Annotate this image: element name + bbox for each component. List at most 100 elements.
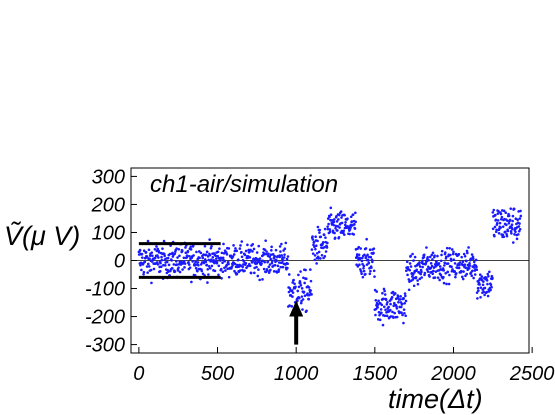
data-point: [483, 286, 487, 290]
data-point: [485, 290, 489, 294]
data-point: [317, 250, 321, 254]
data-point: [360, 259, 364, 263]
data-point: [184, 246, 187, 249]
data-point: [248, 256, 252, 259]
data-point: [400, 311, 403, 315]
data-point: [415, 268, 418, 272]
data-point: [307, 286, 311, 289]
data-point: [268, 255, 272, 259]
data-point: [328, 228, 332, 231]
data-point: [382, 287, 386, 291]
data-point: [313, 258, 317, 262]
data-point: [258, 257, 262, 260]
data-point: [338, 226, 341, 229]
data-point: [316, 239, 319, 243]
data-point: [501, 233, 505, 237]
data-point: [465, 249, 469, 253]
data-point: [183, 262, 187, 265]
data-point: [457, 252, 461, 256]
data-point: [458, 263, 461, 267]
x-axis-label: time(Δt): [388, 384, 483, 414]
y-tick-label: 100: [92, 222, 125, 244]
data-point: [145, 265, 149, 268]
data-point: [473, 273, 477, 276]
data-point: [170, 259, 173, 262]
data-point: [413, 255, 417, 259]
data-point: [343, 213, 346, 217]
data-point: [463, 263, 467, 267]
data-point: [495, 221, 499, 225]
data-point: [264, 252, 268, 256]
chart-annotation: ch1-air/simulation: [150, 171, 338, 198]
data-point: [290, 289, 294, 292]
data-point: [150, 251, 154, 254]
data-point: [255, 251, 259, 254]
data-point: [301, 308, 304, 311]
data-point: [468, 262, 471, 265]
data-point: [396, 295, 400, 299]
data-point: [511, 214, 515, 218]
data-point: [180, 249, 184, 253]
data-point: [387, 305, 390, 309]
data-point: [482, 290, 485, 294]
data-point: [380, 311, 383, 315]
data-point: [243, 253, 247, 257]
data-point: [442, 269, 446, 272]
data-point: [472, 257, 475, 261]
data-point: [300, 287, 304, 290]
data-point: [238, 269, 242, 272]
data-point: [486, 294, 490, 298]
data-point: [420, 276, 424, 279]
data-point: [468, 264, 472, 267]
data-point: [319, 257, 322, 260]
data-point: [460, 269, 463, 273]
data-point: [406, 273, 409, 277]
data-point: [353, 223, 356, 226]
data-point: [160, 258, 164, 262]
data-point: [470, 253, 474, 256]
data-point: [429, 262, 433, 265]
data-point: [334, 226, 337, 230]
data-point: [457, 266, 461, 270]
data-point: [203, 258, 207, 261]
data-point: [325, 246, 329, 249]
data-point: [323, 245, 326, 249]
data-point: [217, 264, 221, 268]
data-point: [291, 281, 295, 284]
x-tick-label: 2500: [509, 363, 555, 385]
data-point: [205, 250, 209, 254]
data-point: [253, 259, 257, 262]
data-point: [231, 255, 235, 258]
data-point: [153, 256, 157, 260]
data-point: [497, 209, 500, 213]
data-point: [399, 298, 402, 301]
data-point: [364, 272, 367, 276]
data-point: [166, 256, 170, 260]
data-point: [293, 282, 296, 286]
data-point: [204, 260, 208, 264]
data-point: [445, 246, 449, 250]
data-point: [279, 265, 283, 269]
data-point: [311, 252, 315, 255]
data-point: [474, 258, 478, 262]
data-point: [374, 307, 378, 311]
data-point: [327, 222, 330, 226]
data-point: [393, 292, 397, 295]
data-point: [303, 281, 306, 285]
data-point: [478, 273, 482, 276]
data-point: [231, 263, 234, 267]
data-point: [279, 250, 282, 253]
data-point: [509, 207, 513, 210]
data-point: [369, 269, 372, 273]
data-point: [411, 252, 414, 256]
data-point: [505, 219, 509, 222]
data-point: [299, 301, 303, 305]
data-point: [501, 225, 505, 228]
data-point: [249, 248, 252, 252]
data-point: [461, 277, 465, 281]
data-point: [493, 234, 496, 238]
data-point: [267, 252, 270, 256]
data-point: [273, 263, 277, 267]
data-point: [505, 223, 508, 227]
data-point: [263, 248, 267, 252]
